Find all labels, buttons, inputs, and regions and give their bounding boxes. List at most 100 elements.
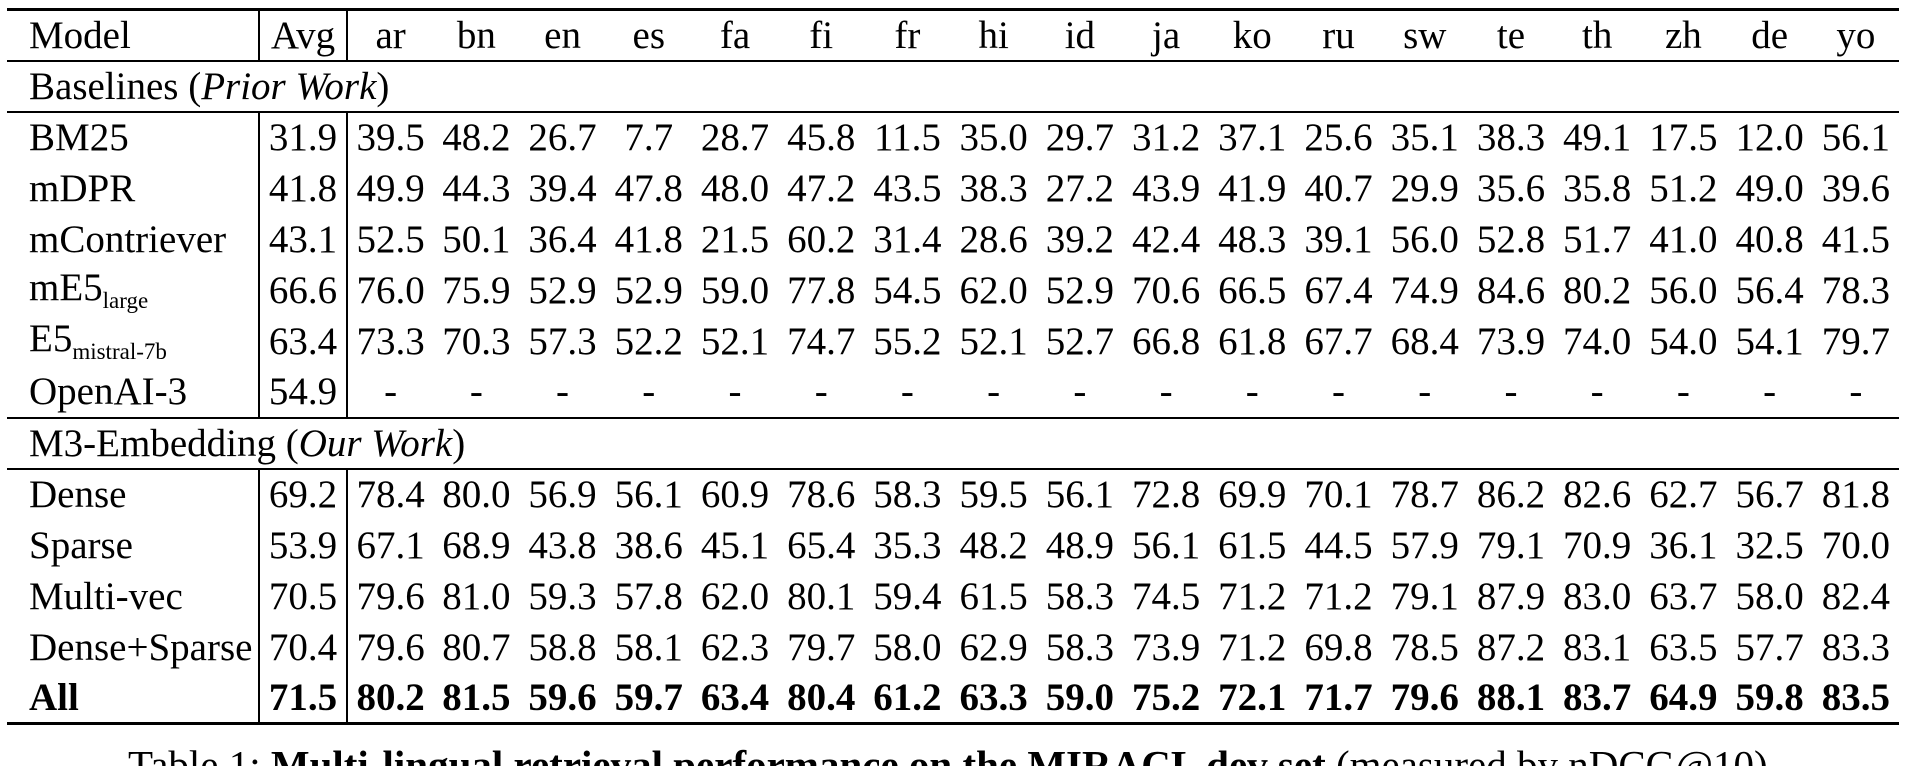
score-cell-th: 80.2 bbox=[1563, 268, 1632, 312]
score-cell-th: 83.7 bbox=[1563, 675, 1632, 719]
score-cell-bn: 48.2 bbox=[442, 116, 511, 159]
score-cell-bn: 44.3 bbox=[442, 166, 511, 210]
score-cell-id: - bbox=[1073, 370, 1087, 413]
model-name-text: mE5 bbox=[29, 266, 103, 309]
model-name: All bbox=[7, 672, 260, 724]
score-cell-fr: 11.5 bbox=[874, 116, 941, 159]
score-cell-hi: 63.3 bbox=[959, 675, 1028, 719]
score-cell-ja: 43.9 bbox=[1131, 166, 1201, 210]
score-cell-ja: 42.4 bbox=[1131, 217, 1201, 261]
section-title: Baselines (Prior Work) bbox=[7, 61, 1899, 112]
score-cell-zh: 36.1 bbox=[1649, 523, 1718, 567]
score-cell-de: 54.1 bbox=[1735, 319, 1804, 363]
score-cell-en: 43.8 bbox=[528, 523, 597, 567]
results-table: Model Avg ar bn en es fa fi fr hi id ja ko ru sw te th… bbox=[7, 8, 1899, 725]
score-cell-sw: 35.1 bbox=[1390, 116, 1459, 159]
score-cell-en: 58.8 bbox=[528, 625, 597, 669]
avg-value: 71.5 bbox=[259, 672, 348, 724]
score-cell-fi: 74.7 bbox=[787, 319, 856, 363]
header-row: Model Avg ar bn en es fa fi fr hi id ja ko ru sw te th… bbox=[7, 9, 1899, 61]
score-cell-es: 47.8 bbox=[614, 166, 683, 210]
score-cell-en: 59.6 bbox=[528, 675, 597, 719]
score-cell-yo: 82.4 bbox=[1821, 574, 1890, 618]
score-cell-bn: - bbox=[469, 370, 483, 413]
score-cell-zh: 63.5 bbox=[1649, 625, 1718, 669]
score-cell-ja: 31.2 bbox=[1131, 116, 1201, 159]
score-cell-es: - bbox=[642, 370, 656, 413]
score-cell-te: 87.9 bbox=[1476, 574, 1546, 618]
column-header-ar: ar bbox=[375, 13, 406, 57]
score-cell-th: 49.1 bbox=[1563, 116, 1632, 159]
score-cell-ru: - bbox=[1332, 370, 1346, 413]
score-cell-id: 56.1 bbox=[1045, 473, 1114, 516]
score-cell-te: - bbox=[1504, 370, 1518, 413]
score-cell-es: 59.7 bbox=[614, 675, 683, 719]
score-cell-en: 39.4 bbox=[528, 166, 597, 210]
table-row: BM25 31.9 39.5 48.2 26.7 7.7 28.7 45.8 11.5 35.0 2… bbox=[7, 111, 1899, 163]
score-cell-ja: 72.8 bbox=[1131, 473, 1201, 516]
column-header-yo: yo bbox=[1836, 13, 1876, 57]
score-cell-en: 52.9 bbox=[528, 268, 597, 312]
score-cell-fa: 48.0 bbox=[700, 166, 770, 210]
score-cell-ar: 79.6 bbox=[356, 625, 425, 669]
score-cell-zh: 54.0 bbox=[1649, 319, 1718, 363]
avg-value: 53.9 bbox=[259, 519, 348, 571]
score-cell-fi: 47.2 bbox=[787, 166, 856, 210]
score-cell-te: 84.6 bbox=[1476, 268, 1546, 312]
model-name-text: Sparse bbox=[29, 523, 133, 567]
table-row: mContriever 43.1 52.5 50.1 36.4 41.8 21.5 60.2 3… bbox=[7, 213, 1899, 265]
model-name-text: mDPR bbox=[29, 166, 136, 210]
score-cell-te: 38.3 bbox=[1476, 116, 1546, 159]
score-cell-es: 38.6 bbox=[614, 523, 683, 567]
score-cell-ru: 71.7 bbox=[1304, 675, 1373, 719]
score-cell-fr: 58.0 bbox=[873, 625, 942, 669]
score-cell-fi: - bbox=[814, 370, 828, 413]
score-cell-zh: 63.7 bbox=[1649, 574, 1718, 618]
score-cell-te: 88.1 bbox=[1476, 675, 1546, 719]
score-cell-en: 36.4 bbox=[528, 217, 597, 261]
score-cell-te: 86.2 bbox=[1476, 473, 1546, 516]
score-cell-fa: 21.5 bbox=[700, 217, 770, 261]
score-cell-ru: 69.8 bbox=[1304, 625, 1373, 669]
section-title-close: ) bbox=[376, 64, 390, 108]
score-cell-en: 59.3 bbox=[528, 574, 597, 618]
score-cell-bn: 68.9 bbox=[442, 523, 511, 567]
model-name: mContriever bbox=[7, 213, 260, 265]
score-cell-th: 83.1 bbox=[1563, 625, 1632, 669]
score-cell-fr: - bbox=[900, 370, 914, 413]
score-cell-th: 51.7 bbox=[1563, 217, 1632, 261]
score-cell-id: 52.7 bbox=[1045, 319, 1114, 363]
avg-value: 43.1 bbox=[259, 213, 348, 265]
score-cell-fr: 58.3 bbox=[873, 473, 942, 516]
column-header-model: Model bbox=[7, 9, 260, 61]
score-cell-yo: 81.8 bbox=[1821, 473, 1890, 516]
score-cell-ru: 67.7 bbox=[1304, 319, 1373, 363]
score-cell-ja: - bbox=[1159, 370, 1173, 413]
score-cell-fa: - bbox=[728, 370, 742, 413]
score-cell-ko: 66.5 bbox=[1218, 268, 1287, 312]
score-cell-hi: 62.9 bbox=[959, 625, 1028, 669]
score-cell-id: 58.3 bbox=[1045, 574, 1114, 618]
caption-suffix: (measured by nDCG@10). bbox=[1325, 742, 1778, 766]
score-cell-es: 41.8 bbox=[614, 217, 683, 261]
score-cell-yo: 41.5 bbox=[1821, 217, 1890, 261]
score-cell-fi: 60.2 bbox=[787, 217, 856, 261]
score-cell-sw: 56.0 bbox=[1390, 217, 1459, 261]
score-cell-ja: 74.5 bbox=[1131, 574, 1201, 618]
score-cell-bn: 81.5 bbox=[442, 675, 511, 719]
column-header-zh: zh bbox=[1664, 13, 1702, 57]
score-cell-hi: 59.5 bbox=[959, 473, 1028, 516]
column-header-fr: fr bbox=[894, 13, 921, 57]
section-header-row: Baselines (Prior Work) bbox=[7, 60, 1899, 112]
caption-bold-text: Multi-lingual retrieval performance on t… bbox=[270, 742, 1326, 766]
score-cell-fi: 80.4 bbox=[787, 675, 856, 719]
score-cell-ru: 71.2 bbox=[1304, 574, 1373, 618]
score-cell-ko: 48.3 bbox=[1218, 217, 1287, 261]
score-cell-ru: 70.1 bbox=[1304, 473, 1373, 516]
score-cell-en: 26.7 bbox=[528, 116, 597, 159]
model-name-subscript: mistral-7b bbox=[72, 339, 167, 364]
model-name-text: E5 bbox=[29, 317, 73, 360]
score-cell-fi: 79.7 bbox=[787, 625, 856, 669]
section-title-text: Baselines ( bbox=[29, 64, 202, 108]
